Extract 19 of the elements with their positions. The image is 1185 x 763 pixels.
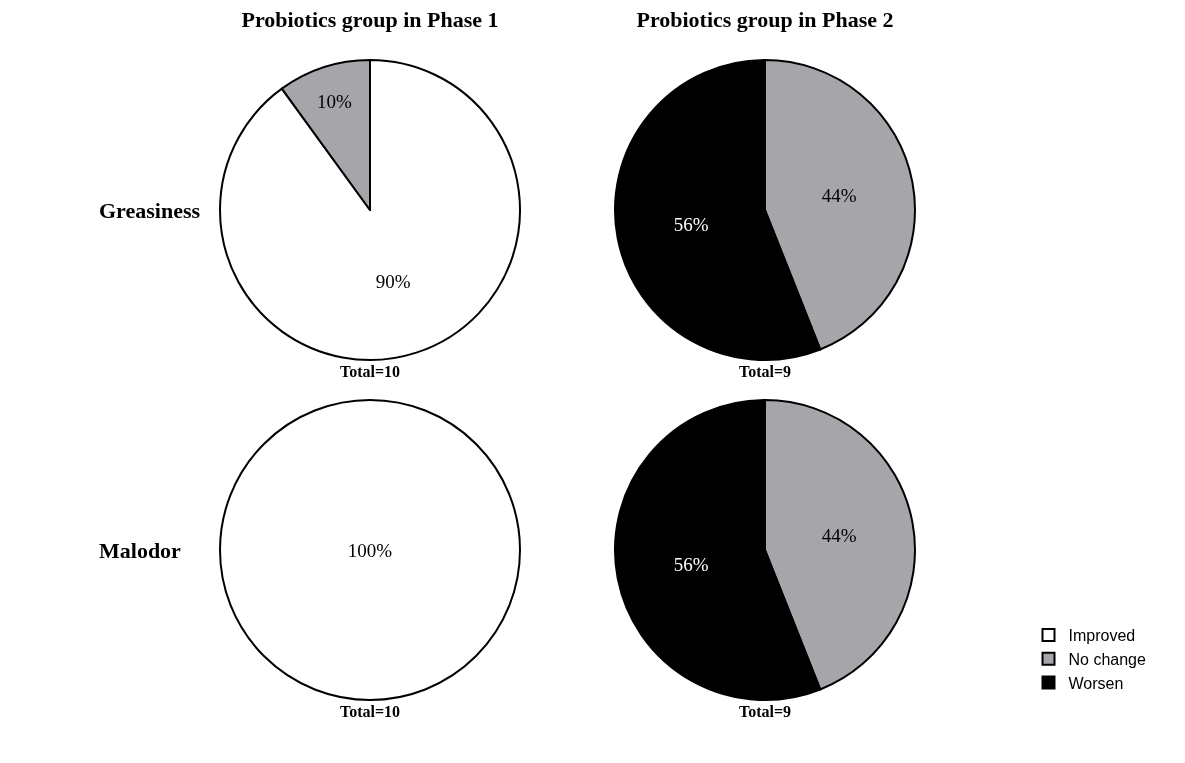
legend-label: Improved — [1068, 627, 1136, 645]
text: Total=10 — [340, 703, 401, 720]
pie-slice — [219, 59, 521, 361]
data-label: 10% — [317, 90, 353, 112]
text: Malodor — [99, 538, 182, 563]
text: Greasiness — [99, 198, 201, 223]
text: Total=9 — [739, 703, 792, 720]
data-label: 44% — [821, 525, 857, 547]
text: Total=9 — [739, 363, 792, 380]
text: Total=10 — [340, 363, 401, 380]
data-label: 100% — [347, 539, 393, 561]
chart-title: Probiotics group in Phase 1 — [241, 7, 499, 33]
data-label: 56% — [673, 213, 709, 235]
data-label: 44% — [821, 185, 857, 207]
legend-label: No change — [1068, 650, 1146, 668]
data-label: 90% — [375, 270, 411, 292]
legend-label: Worsen — [1068, 674, 1124, 692]
chart-title: Probiotics group in Phase 2 — [636, 7, 894, 33]
data-label: 56% — [673, 553, 709, 575]
